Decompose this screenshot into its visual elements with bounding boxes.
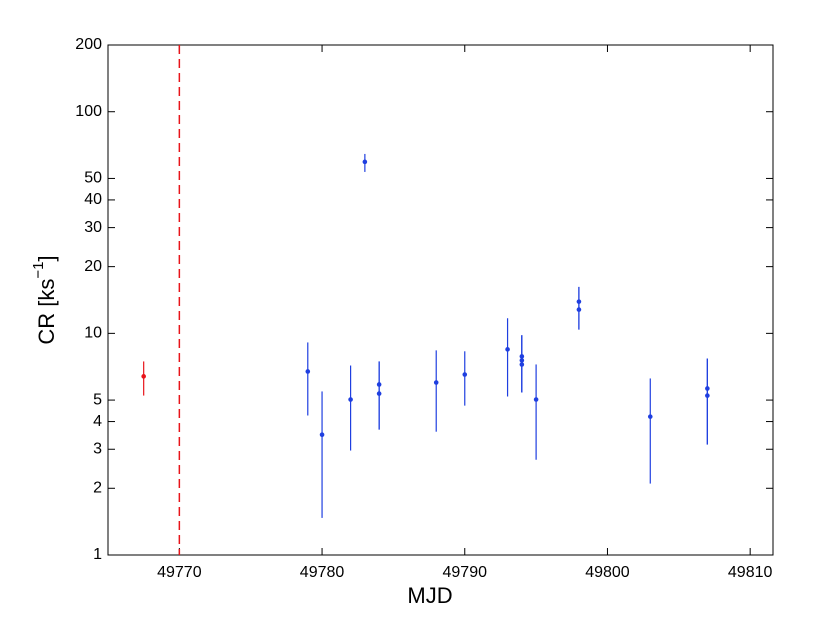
y-tick-label: 40 bbox=[84, 191, 102, 208]
x-tick-label: 49780 bbox=[300, 564, 345, 581]
y-tick-label: 4 bbox=[93, 413, 102, 430]
data-point bbox=[505, 347, 510, 352]
data-point bbox=[433, 380, 439, 385]
x-tick-label: 49810 bbox=[728, 564, 773, 581]
y-tick-label: 3 bbox=[93, 440, 102, 457]
data-point bbox=[576, 307, 582, 312]
data-point bbox=[533, 397, 539, 402]
y-tick-label: 100 bbox=[75, 103, 102, 120]
data-point bbox=[705, 393, 710, 398]
y-axis-label: CR [ks−1] bbox=[30, 255, 59, 344]
y-tick-label: 5 bbox=[93, 391, 102, 408]
y-tick-label: 2 bbox=[93, 479, 102, 496]
data-point bbox=[647, 414, 653, 419]
data-point bbox=[376, 391, 382, 396]
x-tick-label: 49770 bbox=[157, 564, 202, 581]
x-tick-label: 49790 bbox=[443, 564, 488, 581]
data-point bbox=[348, 397, 353, 402]
y-tick-label: 50 bbox=[84, 170, 102, 187]
y-tick-label: 30 bbox=[84, 219, 102, 236]
y-label-exponent: −1 bbox=[30, 262, 47, 279]
data-point bbox=[462, 372, 468, 377]
y-tick-label: 200 bbox=[75, 36, 102, 53]
data-point bbox=[362, 159, 368, 165]
x-axis-label: MJD bbox=[407, 583, 452, 608]
y-label-end: ] bbox=[34, 255, 59, 261]
y-tick-label: 10 bbox=[84, 325, 102, 342]
data-point bbox=[519, 362, 525, 367]
y-label-text: CR [ks bbox=[34, 279, 59, 345]
data-point bbox=[141, 374, 146, 379]
data-point bbox=[319, 432, 325, 437]
x-tick-label: 49800 bbox=[585, 564, 630, 581]
y-tick-label: 20 bbox=[84, 258, 102, 275]
plot-frame bbox=[107, 44, 774, 556]
data-point bbox=[305, 369, 311, 374]
y-tick-label: 1 bbox=[93, 546, 102, 563]
